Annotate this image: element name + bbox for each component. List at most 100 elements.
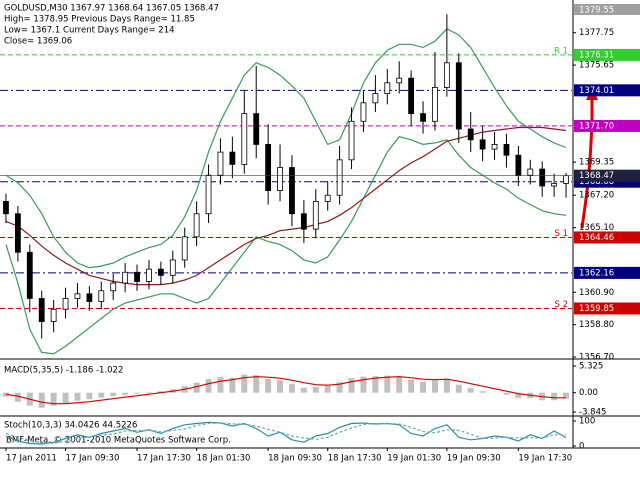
y-tick-label: 1367.20 — [579, 191, 614, 201]
level-label: 1359.85 — [579, 304, 614, 314]
last-price-label: 1368.47 — [579, 171, 614, 181]
macd-bar — [193, 382, 200, 393]
candle-body — [312, 201, 319, 230]
x-tick-label: 19 Jan 01:30 — [387, 454, 441, 464]
level-box — [574, 119, 640, 132]
last-price-box — [574, 169, 640, 182]
candle-body — [491, 144, 498, 150]
candle-body — [539, 168, 546, 187]
candle-body — [50, 308, 57, 322]
candle-body — [26, 251, 33, 299]
macd-bar — [312, 387, 319, 393]
candle-body — [277, 167, 283, 192]
candle-body — [98, 290, 105, 302]
candle-body — [265, 144, 272, 192]
candle-body — [455, 62, 462, 130]
y-tick-label: 1377.75 — [579, 28, 614, 38]
macd-bar — [134, 392, 141, 394]
candle-body — [432, 87, 438, 122]
x-tick-label: 17 Jan 09:30 — [66, 454, 120, 464]
macd-bar — [14, 392, 21, 402]
candle-body — [503, 144, 510, 156]
top-price-box — [574, 4, 640, 15]
x-tick-label: 18 Jan 17:30 — [328, 454, 382, 464]
info-line: Low= 1367.1 Current Days Range= 214 — [4, 26, 175, 36]
candle-body — [217, 151, 224, 176]
candle-body — [527, 168, 534, 176]
info-line: Close= 1369.06 — [4, 37, 72, 47]
y-tick-label: 1365.10 — [579, 223, 614, 233]
macd-bar — [408, 379, 415, 393]
macd-bar — [300, 387, 307, 393]
y-tick-label: 1358.80 — [579, 320, 614, 330]
macd-bar — [288, 384, 295, 393]
candle-body — [241, 113, 248, 165]
candle-body — [205, 174, 212, 215]
band-upper — [5, 28, 567, 269]
macd-bar — [122, 392, 129, 395]
level-name: S 1 — [554, 229, 568, 239]
candle-body — [62, 298, 69, 310]
macd-bar — [467, 388, 474, 393]
candle-body — [86, 293, 93, 302]
macd-bar — [86, 392, 93, 400]
y-tick-label: 5.325 — [579, 362, 603, 372]
y-tick-label: 1369.35 — [579, 158, 614, 168]
macd-bar — [503, 392, 510, 395]
candle-body — [396, 77, 403, 84]
x-tick-label: 18 Jan 01:30 — [197, 454, 251, 464]
macd-bar — [74, 392, 81, 401]
candle-body — [289, 167, 295, 215]
macd-signal — [5, 376, 567, 405]
y-tick-label: 100 — [579, 417, 595, 427]
candle-body — [181, 236, 188, 261]
macd-bar — [277, 380, 284, 393]
candle-body — [348, 120, 355, 161]
level-name: S 2 — [554, 300, 568, 310]
candle-body — [372, 93, 379, 104]
macd-bar — [563, 392, 570, 399]
candle-body — [193, 213, 200, 238]
macd-bar — [62, 392, 69, 404]
level-name: R 1 — [554, 46, 568, 56]
macd-bar — [420, 381, 427, 393]
stoch-main — [5, 421, 567, 445]
candle-body — [384, 82, 391, 94]
watermark: BMF-Meta, © 2001-2010 MetaQuotes Softwar… — [6, 436, 231, 446]
candle-body — [74, 293, 81, 299]
candle-body — [3, 201, 9, 215]
candle-body — [300, 213, 307, 230]
candle-body — [14, 213, 21, 253]
candle-body — [146, 268, 152, 282]
macd-bar — [360, 376, 367, 393]
macd-bar — [110, 392, 117, 397]
level-box — [574, 48, 640, 61]
macd-bar — [348, 378, 355, 393]
macd-bar — [241, 374, 248, 393]
x-tick-label: 18 Jan 09:30 — [268, 454, 322, 464]
macd-bar — [50, 392, 57, 406]
info-line: High= 1378.95 Previous Days Range= 11.85 — [4, 15, 195, 25]
macd-bar — [396, 376, 403, 393]
level-label: 1374.01 — [579, 86, 614, 96]
chart-title: GOLDUSD,M30 1367.97 1368.64 1367.05 1368… — [4, 4, 219, 14]
y-tick-label: 1375.65 — [579, 61, 614, 71]
y-tick-label: 0 — [579, 442, 584, 452]
macd-bar — [479, 391, 486, 393]
candle-body — [38, 298, 45, 322]
candle-body — [420, 113, 426, 122]
macd-bar — [324, 385, 331, 393]
y-tick-label: -3.845 — [579, 408, 606, 418]
candle-body — [551, 182, 558, 187]
macd-bar — [443, 378, 450, 393]
candle-body — [169, 259, 176, 276]
stoch-signal — [5, 422, 567, 444]
y-tick-label: 0.00 — [579, 388, 598, 398]
candle-body — [229, 151, 236, 165]
candle-body — [479, 139, 486, 150]
x-tick-label: 19 Jan 09:30 — [447, 454, 501, 464]
macd-bar — [336, 382, 343, 393]
level-label: 1376.31 — [579, 50, 614, 60]
